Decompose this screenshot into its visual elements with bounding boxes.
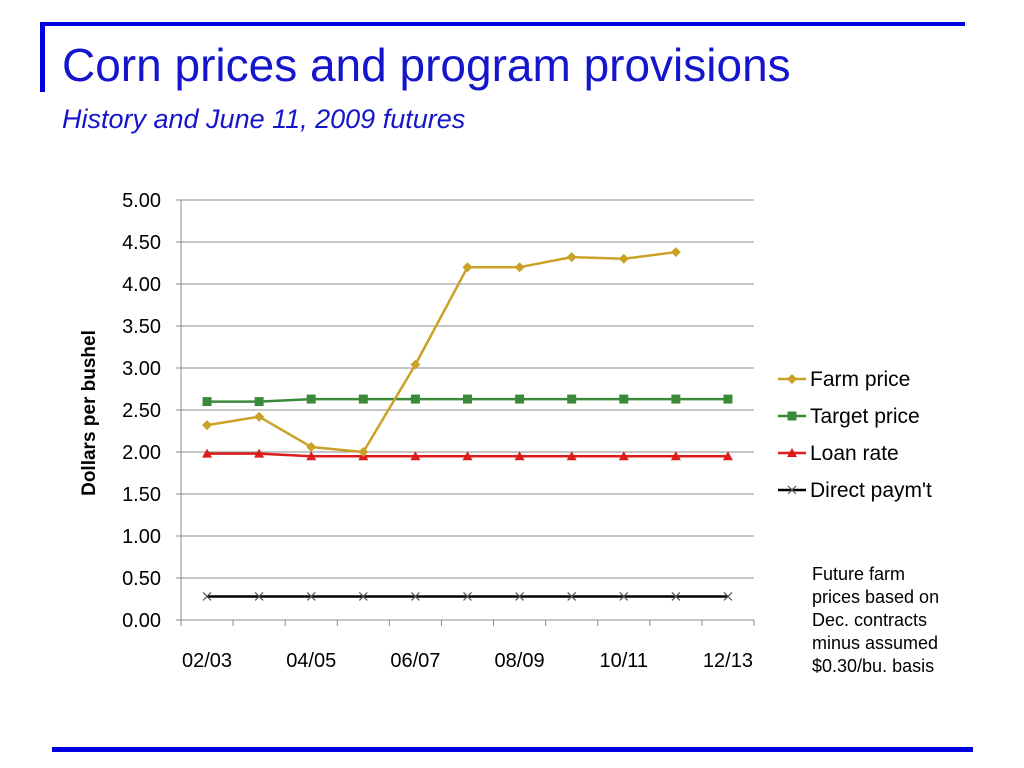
- data-point: [410, 592, 420, 601]
- data-point: [670, 247, 681, 258]
- data-point: [515, 592, 525, 601]
- data-point: [254, 397, 264, 407]
- note-line: Dec. contracts: [812, 610, 928, 630]
- data-point: [462, 262, 473, 273]
- data-point: [202, 397, 212, 407]
- data-point: [514, 262, 525, 273]
- data-point: [202, 420, 213, 431]
- y-tick-label: 5.00: [122, 190, 161, 212]
- legend-marker: [787, 374, 797, 384]
- legend-marker: [787, 485, 797, 495]
- data-point: [358, 394, 368, 404]
- data-point: [723, 592, 733, 601]
- data-point: [306, 592, 316, 601]
- data-point: [254, 411, 265, 422]
- legend-label: Target price: [810, 405, 920, 428]
- data-point: [722, 451, 733, 461]
- data-point: [515, 394, 525, 404]
- data-point: [671, 592, 681, 601]
- data-point: [410, 451, 421, 461]
- note-line: Future farm: [812, 564, 906, 584]
- data-point: [358, 592, 368, 601]
- data-point: [671, 394, 681, 404]
- data-point: [514, 451, 525, 461]
- data-point: [254, 592, 264, 601]
- data-point: [410, 394, 420, 404]
- data-point: [670, 451, 681, 461]
- data-point: [202, 592, 212, 601]
- data-point: [358, 447, 369, 457]
- y-tick-label: 3.00: [122, 358, 161, 380]
- y-axis-title: Dollars per bushel: [79, 330, 100, 496]
- data-point: [462, 451, 473, 461]
- bottom-accent-bar: [52, 747, 973, 752]
- data-point: [306, 394, 316, 404]
- data-point: [306, 441, 317, 452]
- slide-subtitle: History and June 11, 2009 futures: [62, 104, 466, 134]
- y-tick-label: 3.50: [122, 316, 161, 338]
- x-tick-label: 02/03: [182, 650, 232, 672]
- data-point: [566, 451, 577, 461]
- data-point: [619, 592, 629, 601]
- y-tick-label: 2.50: [122, 400, 161, 422]
- left-accent-bar: [40, 22, 45, 92]
- data-point: [566, 252, 577, 263]
- x-tick-label: 06/07: [390, 650, 440, 672]
- y-tick-label: 0.50: [122, 568, 161, 590]
- series-line: [206, 250, 677, 454]
- note-line: $0.30/bu. basis: [812, 656, 935, 676]
- data-point: [619, 394, 629, 404]
- futures-note: Future farm prices based on Dec. contrac…: [812, 563, 992, 678]
- y-tick-label: 1.50: [122, 484, 161, 506]
- data-point: [306, 451, 317, 461]
- legend-label: Loan rate: [810, 442, 899, 465]
- y-tick-label: 4.50: [122, 232, 161, 254]
- y-tick-label: 2.00: [122, 442, 161, 464]
- data-point: [567, 592, 577, 601]
- data-point: [567, 394, 577, 404]
- y-tick-label: 1.00: [122, 526, 161, 548]
- note-line: prices based on: [812, 587, 940, 607]
- x-tick-label: 08/09: [495, 650, 545, 672]
- x-tick-label: 04/05: [286, 650, 336, 672]
- legend-marker: [787, 448, 797, 457]
- slide-title: Corn prices and program provisions: [62, 39, 791, 91]
- data-point: [410, 359, 421, 370]
- x-tick-label: 12/13: [703, 650, 753, 672]
- legend-label: Direct paym't: [810, 479, 932, 502]
- data-point: [202, 448, 213, 458]
- legend-label: Farm price: [810, 368, 910, 391]
- data-point: [463, 592, 472, 601]
- data-point: [254, 448, 265, 458]
- data-point: [618, 451, 629, 461]
- x-tick-label: 10/11: [599, 650, 648, 672]
- top-accent-bar: [40, 22, 965, 26]
- data-point: [618, 253, 629, 264]
- y-tick-label: 4.00: [122, 274, 161, 296]
- note-line: minus assumed: [812, 633, 939, 653]
- data-point: [723, 394, 733, 404]
- legend-marker: [787, 411, 797, 421]
- data-point: [463, 394, 472, 404]
- y-tick-label: 0.00: [122, 610, 161, 632]
